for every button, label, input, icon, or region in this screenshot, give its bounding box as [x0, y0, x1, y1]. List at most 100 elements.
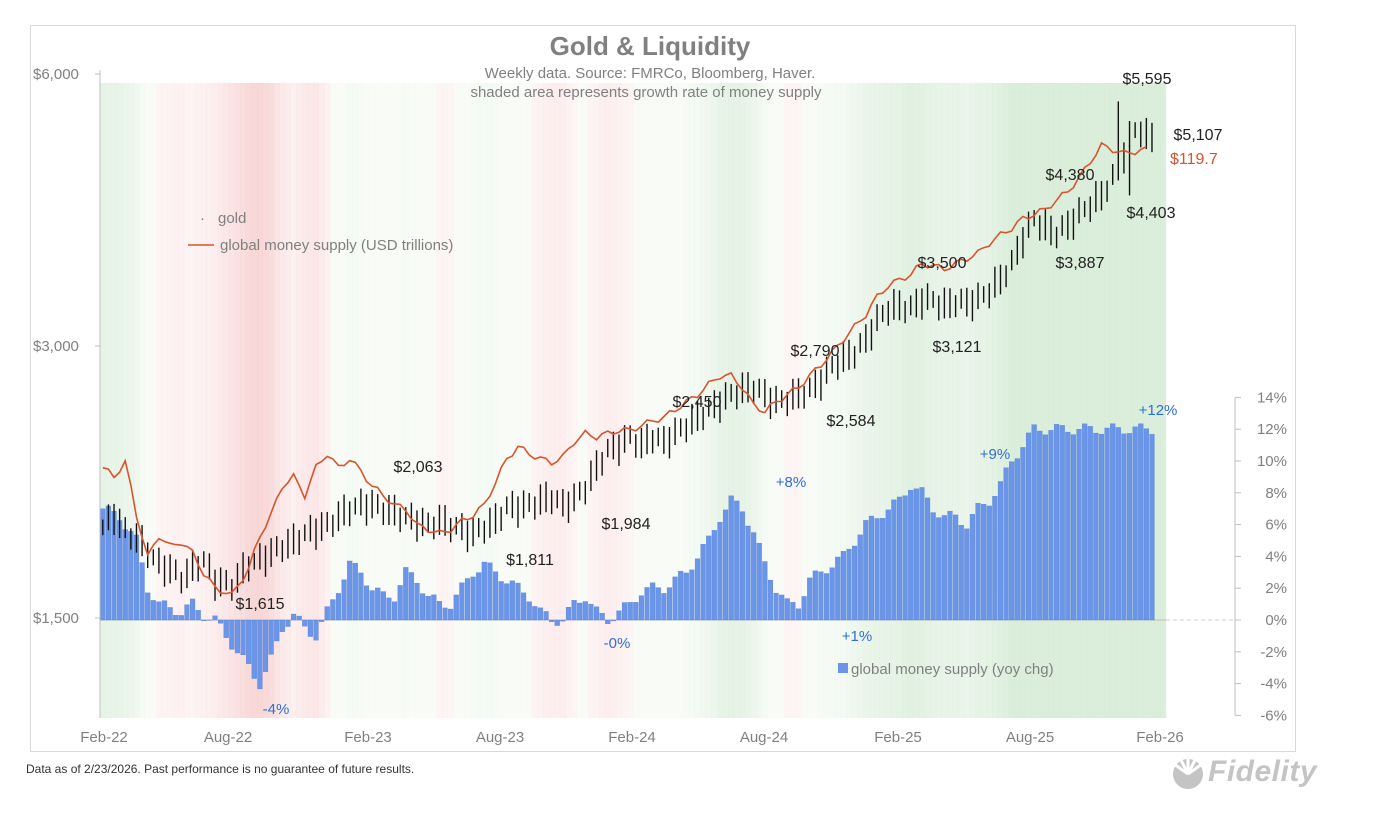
yoy-bar — [1065, 431, 1071, 621]
yoy-bar — [829, 567, 835, 621]
chart-title: Gold & Liquidity — [550, 31, 751, 61]
background-band — [1014, 83, 1021, 718]
yoy-bar — [852, 545, 858, 621]
background-band — [829, 83, 836, 718]
background-band — [481, 83, 488, 718]
yoy-bar — [588, 603, 594, 621]
yoy-bar — [936, 517, 942, 621]
background-band — [1104, 83, 1111, 718]
background-band — [189, 83, 196, 718]
yoy-bar — [268, 619, 274, 655]
yoy-bar — [964, 528, 970, 621]
legend-yoy-label: global money supply (yoy chg) — [851, 661, 1054, 678]
background-band — [963, 83, 970, 718]
yoy-bar — [1025, 432, 1032, 621]
gold-value-label: $2,790 — [791, 343, 840, 360]
yoy-bar — [981, 503, 987, 621]
yoy-bar — [790, 602, 796, 621]
background-band — [442, 83, 449, 718]
background-band — [212, 83, 219, 718]
legend-yoy-swatch — [838, 663, 848, 673]
background-band — [1132, 83, 1139, 718]
yoy-bar — [723, 509, 729, 621]
yoy-bar — [302, 619, 308, 627]
gold-value-label: $1,984 — [602, 516, 651, 533]
yoy-bar — [1104, 427, 1110, 621]
background-band — [122, 83, 129, 718]
background-band — [958, 83, 965, 718]
yoy-bar — [807, 577, 813, 621]
background-band — [991, 83, 998, 718]
left-axis-tick-label: $6,000 — [33, 66, 79, 83]
background-band — [257, 83, 263, 718]
yoy-bar — [751, 532, 757, 621]
gold-value-label: $3,121 — [933, 339, 982, 356]
yoy-bar — [363, 585, 370, 621]
background-band — [363, 83, 370, 718]
yoy-bar — [947, 510, 953, 621]
background-band — [464, 83, 471, 718]
yoy-bar — [885, 509, 891, 621]
money-supply-end-label: $119.7 — [1170, 151, 1218, 168]
yoy-bar — [397, 585, 403, 621]
yoy-bar — [313, 619, 319, 641]
background-band — [913, 83, 920, 718]
background-band — [178, 83, 185, 718]
yoy-bar — [908, 490, 914, 621]
background-band — [571, 83, 578, 718]
yoy-bar — [408, 572, 414, 621]
background-band — [245, 83, 252, 718]
yoy-bar — [975, 503, 981, 621]
yoy-bar — [694, 558, 701, 621]
background-band — [217, 83, 224, 718]
yoy-bar — [206, 619, 212, 621]
yoy-bar — [1093, 432, 1099, 621]
background-band — [677, 83, 684, 718]
yoy-bar — [464, 578, 471, 621]
yoy-bar — [891, 499, 897, 621]
yoy-bar — [420, 593, 426, 621]
yoy-bar — [812, 570, 818, 621]
background-band — [531, 83, 538, 718]
background-band — [834, 83, 841, 718]
background-band — [1149, 83, 1155, 718]
yoy-bar — [1132, 426, 1138, 621]
x-axis-tick-label: Aug-22 — [204, 729, 252, 746]
yoy-bar — [442, 607, 448, 621]
yoy-bar — [240, 619, 246, 655]
background-band — [1003, 83, 1010, 718]
x-axis-tick-label: Feb-26 — [1136, 729, 1184, 746]
background-band — [268, 83, 275, 718]
background-band — [952, 83, 959, 718]
yoy-value-label: +1% — [842, 628, 872, 645]
yoy-bar — [661, 593, 667, 621]
background-band — [374, 83, 381, 718]
background-band — [1121, 83, 1127, 718]
background-band — [874, 83, 881, 718]
yoy-bar — [846, 548, 852, 621]
yoy-bar — [392, 601, 398, 621]
yoy-bar — [818, 571, 824, 621]
footnote: Data as of 2/23/2026. Past performance i… — [26, 762, 415, 776]
yoy-bar — [919, 487, 925, 621]
background-band — [324, 83, 331, 718]
yoy-bar — [896, 496, 903, 621]
background-band — [1020, 83, 1026, 718]
yoy-bar — [532, 606, 538, 621]
background-band — [346, 83, 353, 718]
right-axis-tick-label: 0% — [1265, 612, 1287, 629]
background-band — [116, 83, 123, 718]
background-band — [414, 83, 420, 718]
yoy-bar — [773, 592, 779, 621]
yoy-bar — [1003, 467, 1009, 621]
background-band — [172, 83, 179, 718]
background-band — [627, 83, 634, 718]
background-band — [1137, 83, 1144, 718]
background-band — [1031, 83, 1038, 718]
background-band — [1115, 83, 1122, 718]
background-band — [582, 83, 589, 718]
yoy-bar — [251, 619, 257, 679]
background-band — [919, 83, 925, 718]
yoy-bar — [717, 522, 723, 621]
yoy-bar — [745, 525, 751, 621]
